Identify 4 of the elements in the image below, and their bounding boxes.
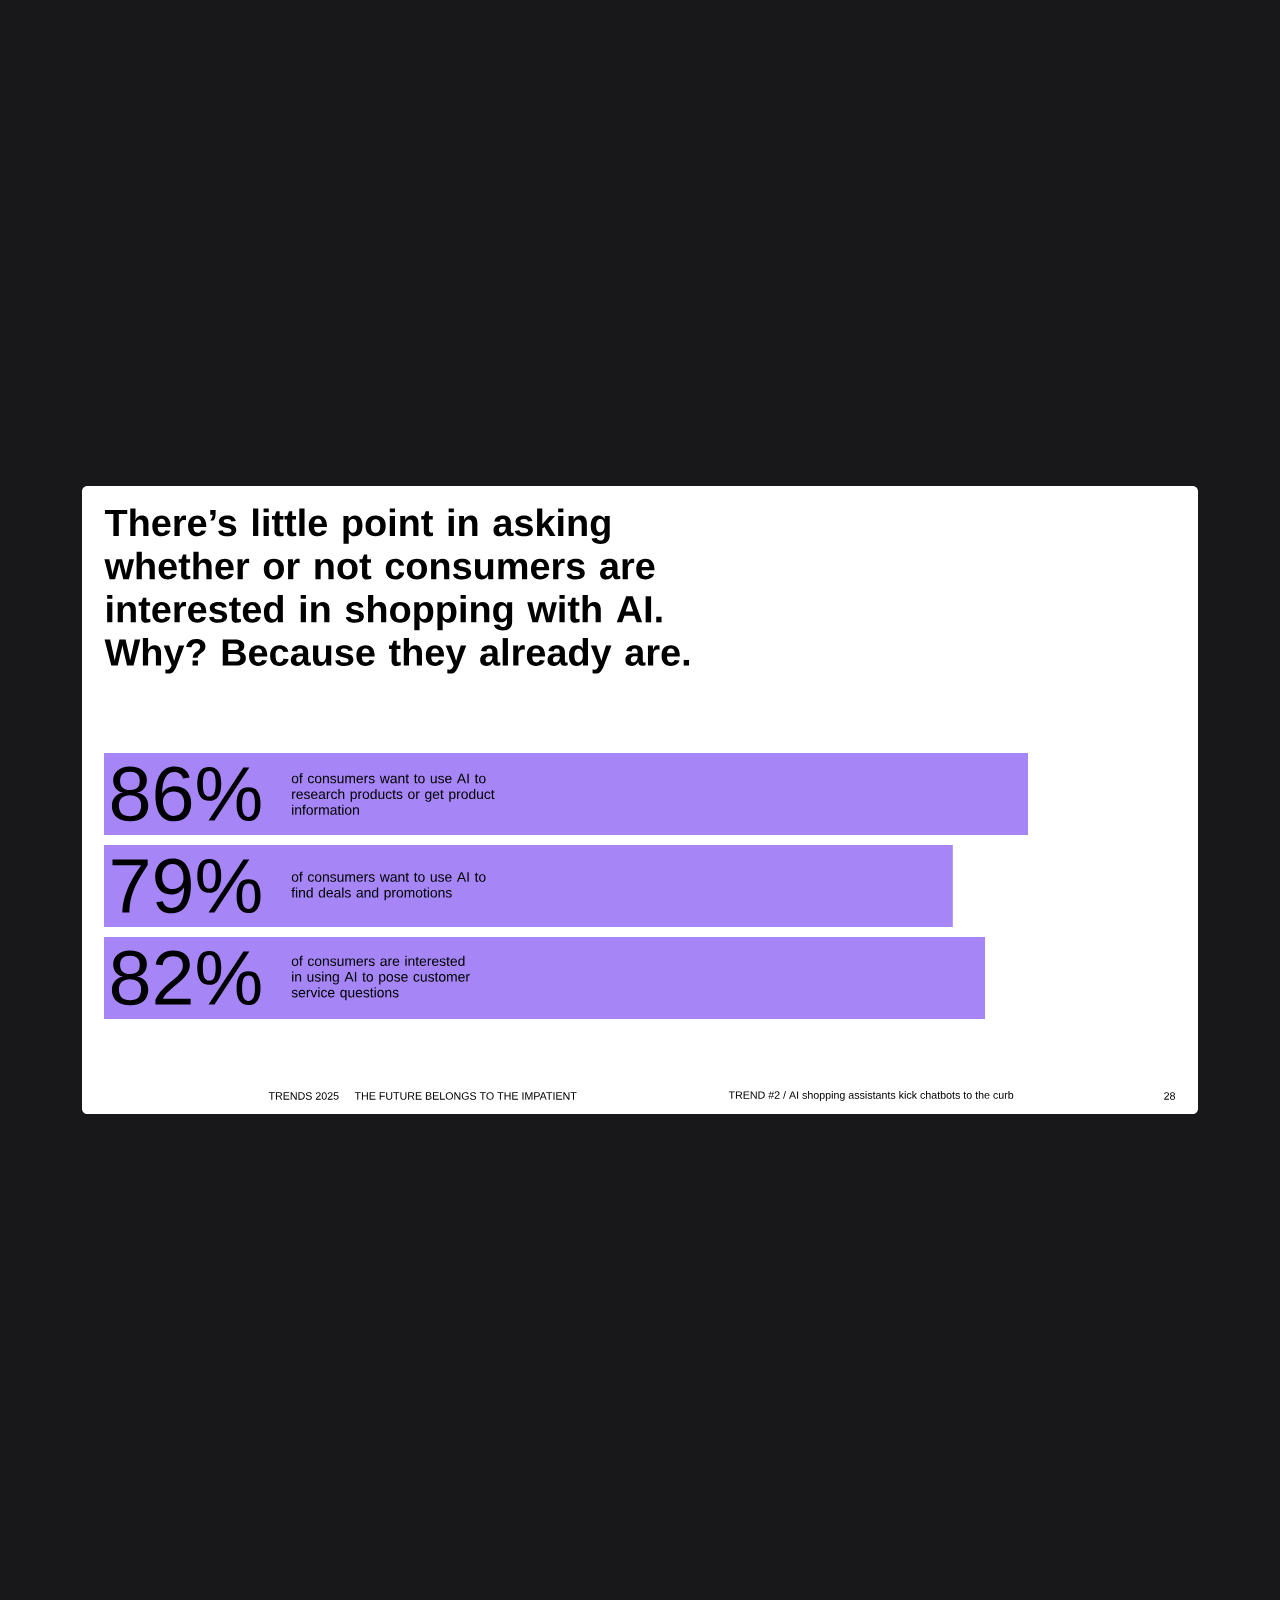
data-label: 82% [111, 950, 261, 1006]
data-label: 79% [112, 858, 261, 914]
chart-title: There’s little point in asking whether or not consumers are interested in shopping with AI. Why? Because they already are. [104, 508, 690, 674]
data-label: 86% [111, 766, 261, 822]
